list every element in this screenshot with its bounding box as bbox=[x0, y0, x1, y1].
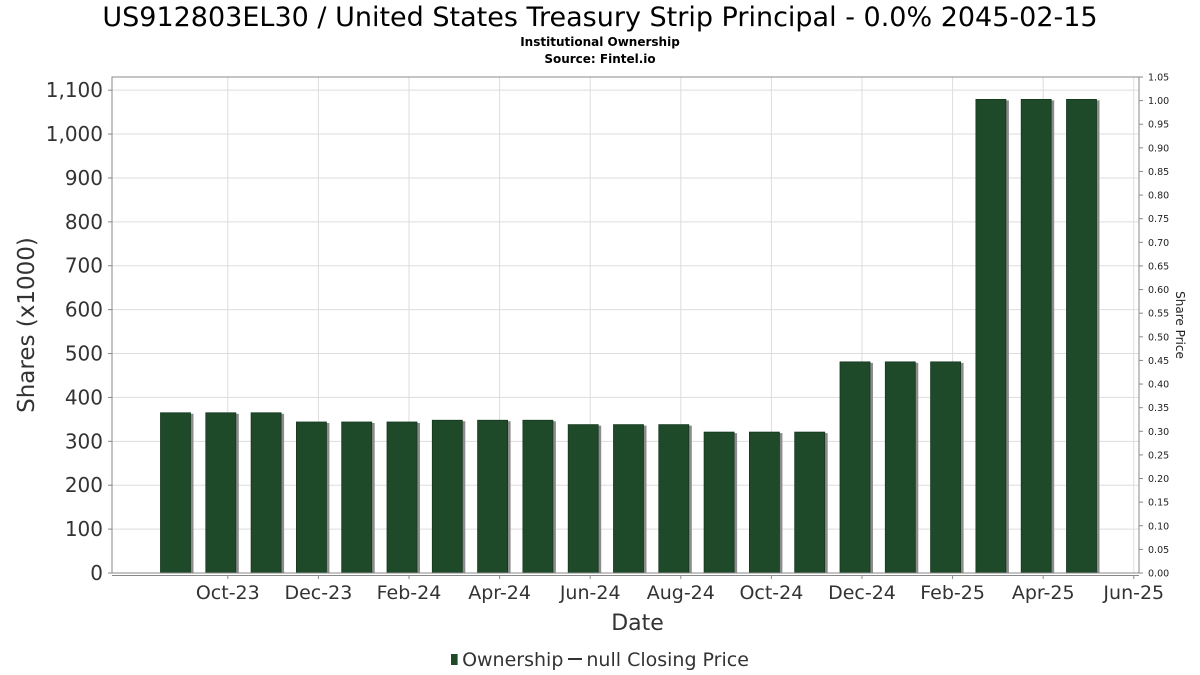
y-tick-label: 100 bbox=[65, 517, 103, 541]
y2-tick-label: 0.60 bbox=[1148, 285, 1169, 296]
ownership-bar bbox=[250, 412, 282, 574]
y2-tick-label: 0.95 bbox=[1148, 120, 1169, 131]
y-tick-label: 500 bbox=[65, 342, 103, 366]
plot-frame bbox=[111, 76, 1140, 574]
ownership-bar bbox=[839, 361, 871, 574]
x-tick-label: Apr-25 bbox=[1012, 582, 1075, 604]
legend: Ownership null Closing Price bbox=[0, 648, 1200, 672]
y2-tick-label: 0.75 bbox=[1148, 214, 1169, 225]
x-tick-label: Apr-24 bbox=[468, 582, 531, 604]
ownership-bar bbox=[930, 361, 961, 574]
y2-tick-label: 0.65 bbox=[1148, 261, 1169, 272]
y2-tick-label: 0.35 bbox=[1148, 403, 1169, 414]
y-tick-label: 1,100 bbox=[46, 78, 103, 102]
ownership-bar bbox=[1066, 98, 1097, 574]
y2-axis-title: Share Price bbox=[1173, 291, 1187, 359]
ownership-bar bbox=[386, 421, 418, 574]
y-tick-label: 400 bbox=[65, 385, 103, 409]
x-axis-title: Date bbox=[611, 611, 664, 636]
ownership-bar bbox=[205, 412, 237, 574]
x-tick-label: Feb-24 bbox=[377, 582, 442, 604]
y2-tick-label: 0.85 bbox=[1148, 167, 1169, 178]
price-line-icon bbox=[568, 658, 583, 660]
y2-tick-label: 0.30 bbox=[1148, 427, 1169, 438]
y-tick-label: 1,000 bbox=[46, 122, 103, 146]
ownership-bar bbox=[703, 431, 735, 574]
ownership-bar bbox=[567, 424, 599, 574]
ownership-bar bbox=[749, 431, 780, 574]
x-tick-label: Feb-25 bbox=[920, 582, 985, 604]
ownership-bar bbox=[975, 98, 1007, 574]
y2-tick-label: 0.20 bbox=[1148, 474, 1169, 485]
y-axis-title: Shares (x1000) bbox=[14, 237, 40, 413]
x-tick-label: Aug-24 bbox=[647, 582, 715, 604]
ownership-bar bbox=[477, 419, 509, 574]
ownership-bar bbox=[341, 421, 373, 574]
chart-source: Source: Fintel.io bbox=[544, 52, 656, 66]
x-tick-label: Dec-23 bbox=[284, 582, 352, 604]
ownership-bar bbox=[522, 419, 554, 574]
y2-tick-label: 0.90 bbox=[1148, 143, 1169, 154]
chart-title: US912803EL30 / United States Treasury St… bbox=[102, 2, 1098, 33]
y2-tick-label: 0.80 bbox=[1148, 191, 1169, 202]
x-tick-label: Oct-23 bbox=[196, 582, 260, 604]
ownership-swatch-icon bbox=[451, 654, 459, 665]
y2-tick-label: 1.00 bbox=[1148, 96, 1169, 107]
y-tick-label: 900 bbox=[65, 166, 103, 190]
y2-tick-label: 0.10 bbox=[1148, 521, 1169, 532]
ownership-bar bbox=[613, 424, 644, 574]
y2-tick-label: 0.45 bbox=[1148, 356, 1169, 367]
y2-tick-label: 0.40 bbox=[1148, 380, 1169, 391]
y2-tick-label: 1.05 bbox=[1148, 73, 1169, 84]
x-tick-label: Jun-24 bbox=[559, 582, 621, 604]
ownership-bar bbox=[1020, 98, 1052, 574]
y2-tick-label: 0.15 bbox=[1148, 498, 1169, 509]
y2-tick-label: 0.55 bbox=[1148, 309, 1169, 320]
chart-subtitle: Institutional Ownership bbox=[520, 35, 680, 49]
ownership-bar bbox=[295, 421, 327, 574]
legend-ownership-label: Ownership bbox=[462, 649, 564, 671]
ownership-bar bbox=[431, 419, 463, 574]
y2-tick-label: 0.25 bbox=[1148, 450, 1169, 461]
x-tick-label: Jun-25 bbox=[1102, 582, 1164, 604]
legend-price-label: null Closing Price bbox=[586, 649, 749, 671]
y2-tick-label: 0.50 bbox=[1148, 332, 1169, 343]
y-tick-label: 700 bbox=[65, 254, 103, 278]
ownership-bar bbox=[658, 424, 690, 574]
ownership-bar bbox=[884, 361, 916, 574]
y-tick-label: 300 bbox=[65, 429, 103, 453]
y2-tick-label: 0.70 bbox=[1148, 238, 1169, 249]
x-tick-label: Oct-24 bbox=[739, 582, 803, 604]
y-tick-label: 200 bbox=[65, 473, 103, 497]
ownership-bar bbox=[160, 412, 191, 574]
x-tick-label: Dec-24 bbox=[828, 582, 896, 604]
y2-tick-label: 0.00 bbox=[1148, 569, 1169, 580]
y-tick-label: 600 bbox=[65, 298, 103, 322]
y2-tick-label: 0.05 bbox=[1148, 545, 1169, 556]
ownership-bar bbox=[794, 431, 826, 574]
y-tick-label: 800 bbox=[65, 210, 103, 234]
y-tick-label: 0 bbox=[90, 561, 103, 585]
